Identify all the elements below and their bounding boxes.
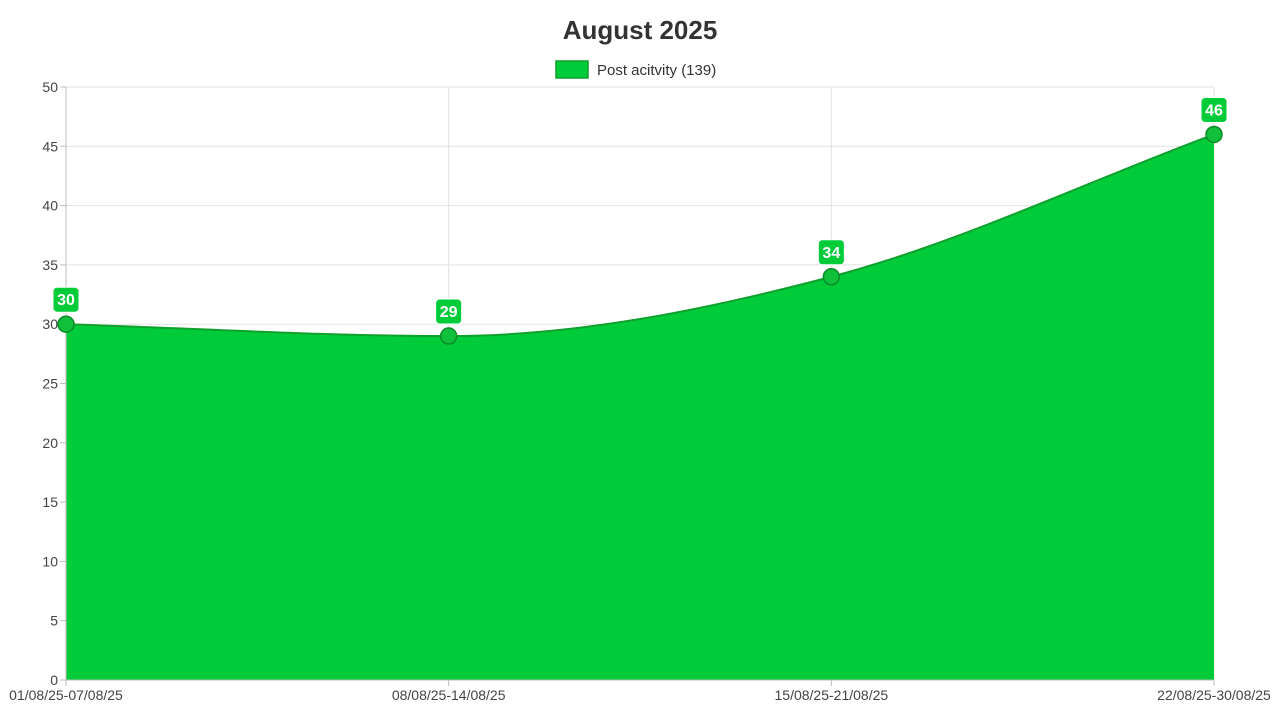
x-axis-ticks: 01/08/25-07/08/25 08/08/25-14/08/25 15/08/…	[9, 680, 1271, 703]
data-label-box	[817, 239, 845, 266]
data-label: 29	[440, 304, 458, 321]
chart-title: August 2025	[563, 15, 718, 45]
legend-label: Post acitvity (139)	[597, 62, 716, 79]
legend[interactable]: Post acitvity (139)	[555, 60, 716, 79]
y-tick-label: 50	[42, 79, 58, 95]
data-point[interactable]	[822, 268, 841, 286]
data-labels: 30 29 34 46	[52, 96, 1228, 325]
data-label-box	[1200, 96, 1228, 123]
y-tick-label: 15	[42, 494, 58, 510]
series-line	[65, 133, 1215, 338]
y-tick-label: 30	[42, 316, 58, 332]
y-tick-label: 40	[42, 198, 58, 214]
data-point[interactable]	[57, 315, 75, 333]
data-point[interactable]	[439, 327, 458, 345]
y-tick-label: 0	[50, 672, 58, 688]
y-tick-label: 20	[42, 435, 58, 451]
y-tick-label: 25	[42, 376, 58, 392]
data-point[interactable]	[1205, 125, 1223, 144]
x-tick-label: 15/08/25-21/08/25	[775, 687, 889, 703]
y-tick-label: 45	[42, 138, 58, 154]
data-label: 34	[822, 245, 840, 262]
y-tick-label: 5	[50, 613, 58, 629]
data-label-box	[435, 298, 463, 325]
data-label: 30	[57, 292, 75, 309]
y-tick-label: 10	[42, 553, 58, 569]
y-axis-ticks: 0 5 10 15 20 25 30 35 40 45 50	[42, 79, 66, 688]
series-area	[65, 133, 1215, 680]
x-tick-label: 08/08/25-14/08/25	[392, 687, 506, 703]
data-points	[57, 125, 1223, 345]
area-fill	[66, 134, 1214, 680]
x-tick-label: 22/08/25-30/08/25	[1157, 687, 1271, 703]
legend-swatch	[555, 60, 589, 79]
x-tick-label: 01/08/25-07/08/25	[9, 687, 123, 703]
data-label: 46	[1205, 102, 1223, 119]
y-tick-label: 35	[42, 257, 58, 273]
data-label-box	[52, 286, 80, 313]
